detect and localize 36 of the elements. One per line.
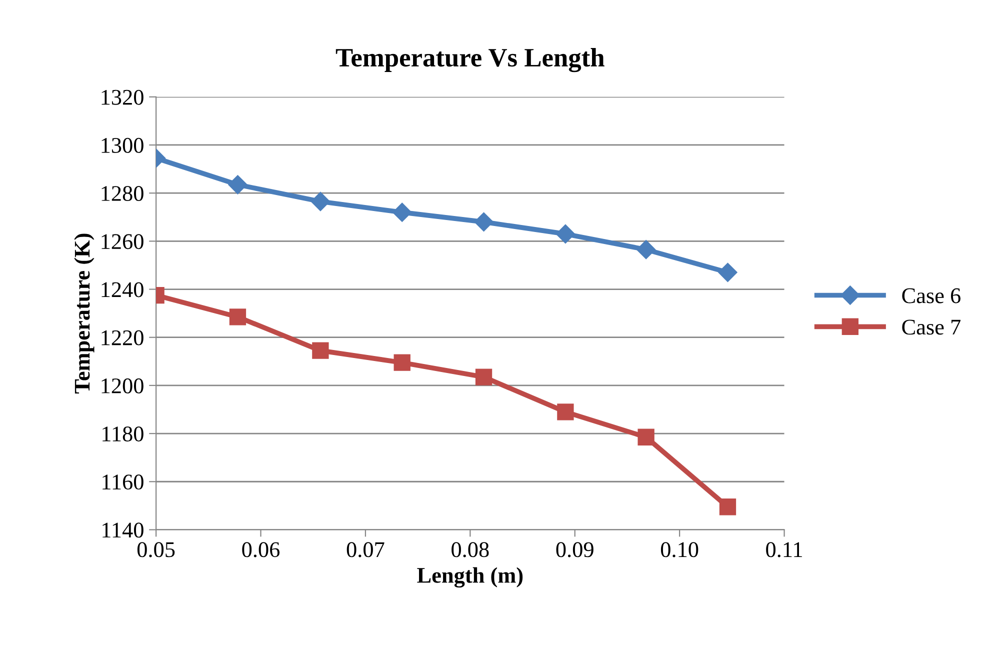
x-tick-label: 0.06: [242, 542, 280, 558]
point: [229, 308, 246, 326]
legend-label: Case 7: [902, 320, 960, 335]
point: [557, 404, 574, 420]
point: [392, 202, 412, 222]
legend-label: Case 6: [902, 288, 960, 304]
point: [474, 212, 494, 232]
x-tick-label: 0.08: [452, 542, 489, 558]
y-tick-label: 1160: [102, 474, 144, 490]
x-axis-title: Length (m): [417, 567, 523, 588]
point: [718, 262, 738, 282]
point: [719, 498, 736, 516]
y-tick-label: 1240: [102, 282, 144, 298]
x-tick-label: 0.10: [660, 542, 698, 558]
y-tick-label: 1140: [102, 522, 144, 538]
x-tick-label: 0.05: [137, 542, 175, 558]
chart-title: Temperature Vs Length: [336, 48, 604, 72]
x-tick-label: 0.11: [766, 542, 802, 558]
y-axis-title: Temperature (K): [74, 234, 94, 394]
point: [475, 368, 492, 386]
y-tick-label: 1260: [102, 234, 144, 250]
y-tick-label: 1220: [102, 330, 144, 346]
y-tick-label: 1180: [102, 426, 144, 442]
point: [638, 428, 654, 446]
y-tick-label: 1280: [102, 186, 144, 202]
point: [394, 354, 410, 371]
point: [312, 342, 329, 359]
y-tick-label: 1320: [102, 90, 144, 105]
y-tick-label: 1300: [102, 138, 144, 153]
x-tick-label: 0.07: [346, 542, 384, 558]
point: [636, 240, 656, 260]
x-tick-label: 0.09: [556, 542, 594, 558]
point: [310, 192, 330, 212]
point: [228, 175, 248, 194]
point: [556, 224, 575, 244]
y-tick-label: 1200: [102, 378, 144, 394]
